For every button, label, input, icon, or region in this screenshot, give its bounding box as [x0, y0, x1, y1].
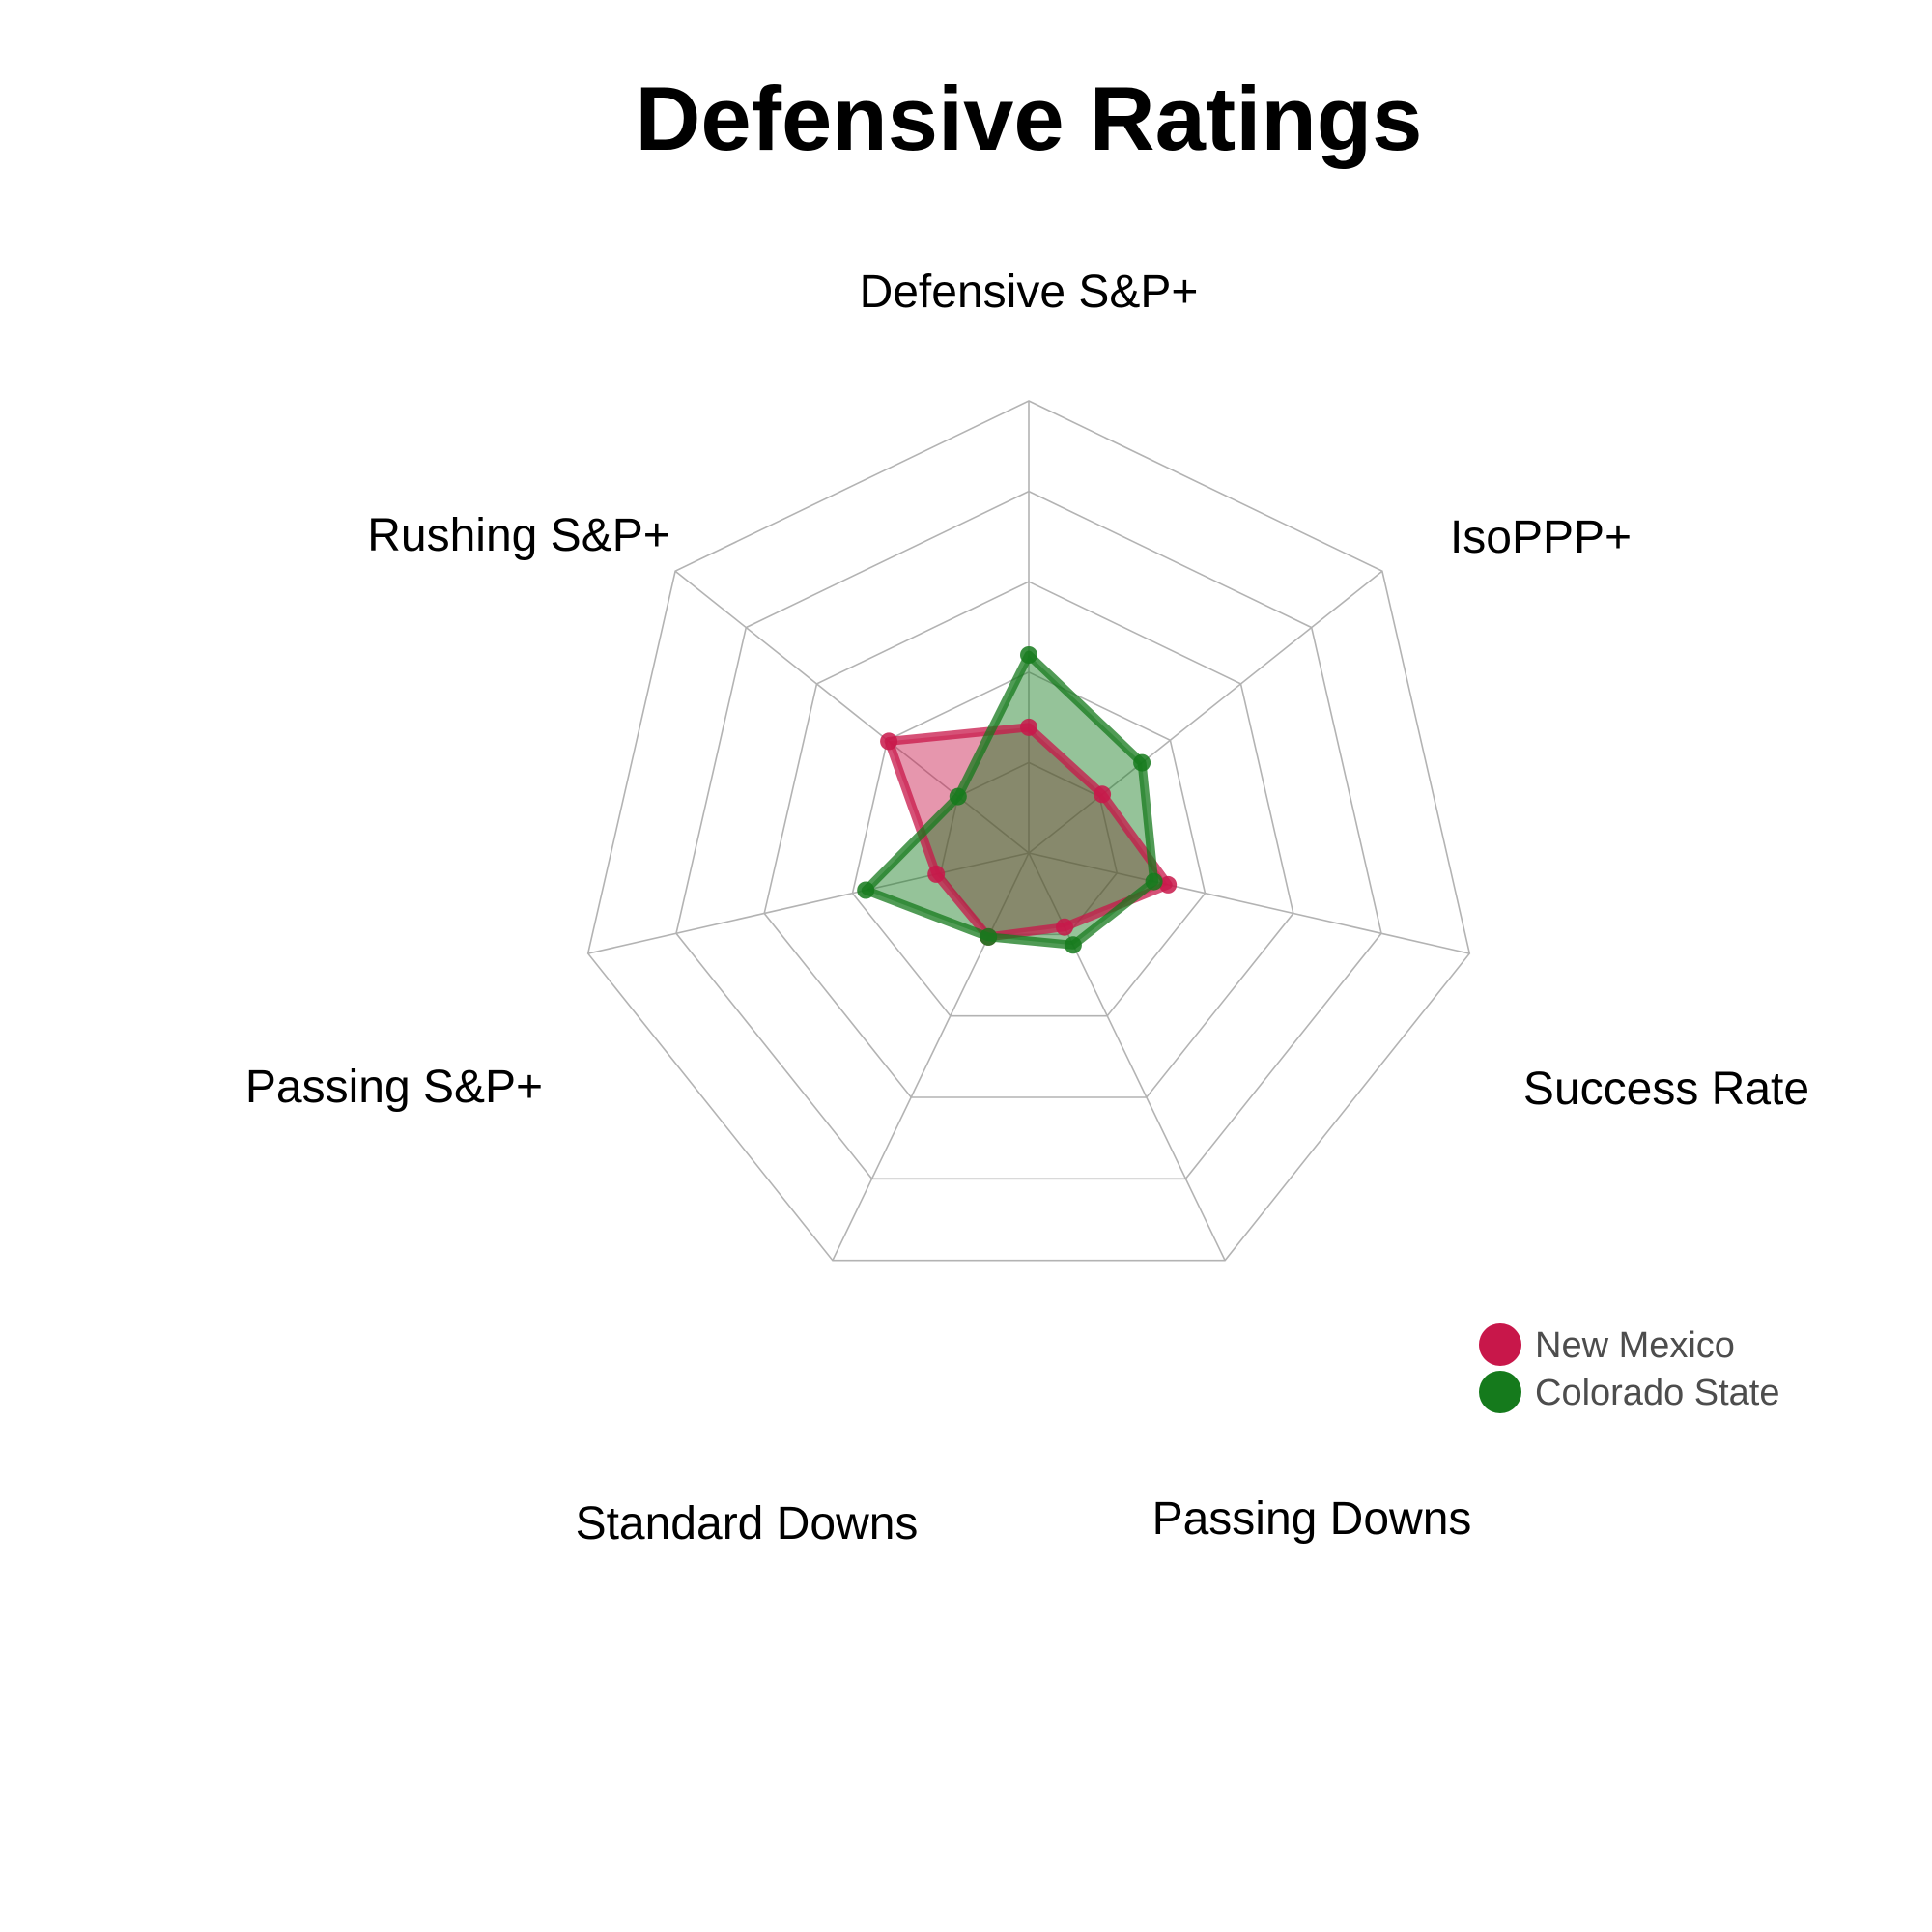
grid-ring-5	[586, 400, 1471, 1262]
grid-spoke-4	[832, 852, 1030, 1262]
grid-spoke-6	[674, 570, 1030, 854]
series-line-new-mexico	[884, 723, 1173, 942]
legend-swatch-colorado-state	[1479, 1371, 1521, 1413]
series-area-new-mexico	[889, 726, 1169, 937]
data-point-new-mexico-6	[880, 732, 898, 751]
data-point-colorado-state-3	[1064, 936, 1082, 954]
grid-spoke-5	[587, 852, 1030, 954]
axis-label-2: Success Rate	[1523, 1064, 1809, 1115]
data-point-colorado-state-1	[1133, 753, 1151, 772]
data-point-new-mexico-2	[1159, 875, 1178, 894]
grid-ring-3	[763, 581, 1294, 1098]
legend-swatch-new-mexico	[1479, 1323, 1521, 1366]
grid-ring-2	[851, 670, 1207, 1017]
grid-ring-4	[675, 490, 1382, 1180]
data-point-colorado-state-0	[1020, 646, 1037, 664]
axis-label-1: IsoPPP+	[1450, 512, 1632, 563]
grid-spoke-2	[1028, 852, 1470, 954]
legend-label-colorado-state: Colorado State	[1535, 1373, 1780, 1413]
axis-label-6: Rushing S&P+	[367, 510, 670, 561]
grid-spoke-1	[1028, 570, 1383, 854]
radar-grid	[586, 400, 1471, 1262]
axis-label-0: Defensive S&P+	[860, 267, 1199, 318]
radar-series	[857, 646, 1178, 954]
data-point-new-mexico-5	[927, 865, 946, 883]
axis-label-4: Standard Downs	[576, 1498, 919, 1549]
chart-title: Defensive Ratings	[636, 68, 1423, 169]
legend-label-new-mexico: New Mexico	[1535, 1325, 1735, 1366]
data-point-new-mexico-3	[1056, 918, 1073, 936]
axis-label-5: Passing S&P+	[245, 1062, 543, 1113]
data-point-colorado-state-2	[1145, 872, 1163, 891]
series-line-colorado-state	[861, 650, 1159, 950]
axis-labels: Defensive S&P+ IsoPPP+ Success Rate Passing…	[245, 267, 1809, 1549]
data-point-colorado-state-5	[857, 881, 875, 899]
data-point-colorado-state-6	[949, 787, 967, 806]
legend: New Mexico Colorado State	[1479, 1323, 1780, 1413]
data-point-colorado-state-4	[980, 927, 998, 946]
axis-label-3: Passing Downs	[1152, 1493, 1472, 1545]
data-point-new-mexico-0	[1020, 718, 1037, 736]
data-point-new-mexico-1	[1094, 785, 1112, 804]
